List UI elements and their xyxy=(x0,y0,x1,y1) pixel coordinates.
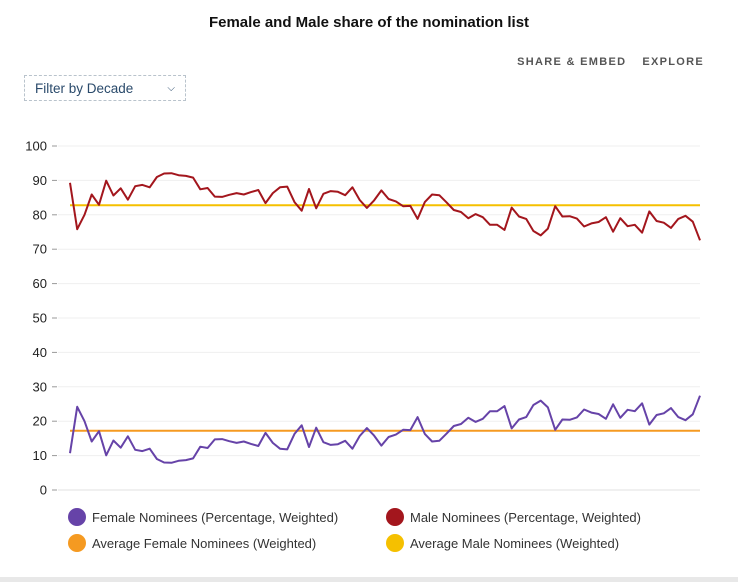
filter-label: Filter by Decade xyxy=(35,80,134,96)
y-tick-label-10: 10 xyxy=(33,448,47,463)
top-links: SHARE & EMBED EXPLORE xyxy=(517,56,704,68)
legend-swatch-average-male xyxy=(386,534,404,552)
legend-swatch-female xyxy=(68,508,86,526)
legend-item-average-male[interactable]: Average Male Nominees (Weighted) xyxy=(386,534,708,552)
legend-item-male[interactable]: Male Nominees (Percentage, Weighted) xyxy=(386,508,708,526)
y-tick-label-80: 80 xyxy=(33,207,47,222)
y-tick-label-70: 70 xyxy=(33,242,47,257)
share-embed-link[interactable]: SHARE & EMBED xyxy=(517,56,627,68)
legend-swatch-male xyxy=(386,508,404,526)
y-tick-label-100: 100 xyxy=(25,139,47,154)
grid-lines xyxy=(58,145,700,491)
chart-title: Female and Male share of the nomination … xyxy=(208,14,530,31)
legend-item-average-female[interactable]: Average Female Nominees (Weighted) xyxy=(68,534,386,552)
y-tick-label-20: 20 xyxy=(33,414,47,429)
y-tick-label-0: 0 xyxy=(40,483,47,498)
series-lines xyxy=(69,172,701,464)
series-line-female-nominees-percentage-weighted[interactable] xyxy=(69,395,701,464)
y-tick-label-40: 40 xyxy=(33,345,47,360)
legend-item-female[interactable]: Female Nominees (Percentage, Weighted) xyxy=(68,508,386,526)
y-tick-label-90: 90 xyxy=(33,173,47,188)
y-axis: 0 10 20 30 40 50 60 70 80 90 100 xyxy=(25,139,57,498)
chevron-down-icon: ⌵ xyxy=(167,82,175,94)
legend-swatch-average-female xyxy=(68,534,86,552)
series-line-male-nominees-percentage-weighted[interactable] xyxy=(69,172,701,241)
y-tick-label-60: 60 xyxy=(33,276,47,291)
y-tick-label-50: 50 xyxy=(33,311,47,326)
filter-by-decade-dropdown[interactable]: Filter by Decade ⌵ xyxy=(24,75,186,101)
explore-link[interactable]: EXPLORE xyxy=(642,56,704,68)
legend-label-male: Male Nominees (Percentage, Weighted) xyxy=(410,509,641,525)
legend-label-female: Female Nominees (Percentage, Weighted) xyxy=(92,509,339,525)
legend: Female Nominees (Percentage, Weighted) M… xyxy=(68,508,708,552)
bottom-border xyxy=(0,577,738,582)
y-tick-label-30: 30 xyxy=(33,379,47,394)
legend-label-average-male: Average Male Nominees (Weighted) xyxy=(410,535,620,551)
legend-label-average-female: Average Female Nominees (Weighted) xyxy=(92,535,317,551)
line-chart: 0 10 20 30 40 50 60 70 80 90 100 xyxy=(25,139,701,498)
